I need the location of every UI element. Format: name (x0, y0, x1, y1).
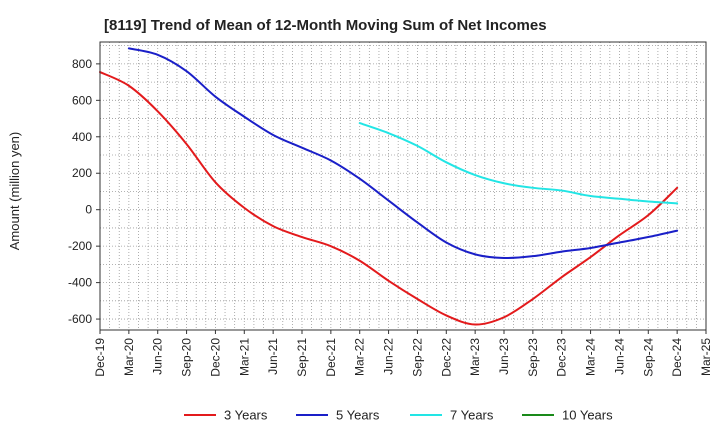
x-tick-label: Dec-22 (439, 338, 453, 377)
series-line-3 (358, 122, 679, 205)
y-tick-label: -600 (68, 312, 92, 326)
x-tick-label: Mar-25 (699, 338, 713, 376)
legend-label: 5 Years (336, 408, 380, 423)
x-tick-label: Dec-23 (555, 338, 569, 377)
y-axis-label: Amount (million yen) (7, 132, 22, 251)
x-tick-label: Mar-20 (122, 338, 136, 376)
x-tick-label: Dec-24 (670, 338, 684, 377)
x-tick-label: Dec-19 (93, 338, 107, 377)
chart-title: [8119] Trend of Mean of 12-Month Moving … (104, 17, 547, 34)
legend-label: 10 Years (562, 408, 613, 423)
y-tick-label: -400 (68, 276, 92, 290)
plot-area-frame (99, 41, 707, 331)
series-line-2 (127, 47, 679, 260)
y-tick-label: 800 (72, 57, 92, 71)
x-tick-label: Sep-23 (526, 338, 540, 377)
x-tick-label: Sep-20 (180, 338, 194, 377)
x-tick-label: Mar-21 (237, 338, 251, 376)
legend-label: 3 Years (224, 408, 268, 423)
legend-label: 7 Years (450, 408, 494, 423)
series-line-1 (99, 71, 679, 326)
y-tick-label: 0 (85, 203, 92, 217)
x-tick-label: Mar-23 (468, 338, 482, 376)
x-tick-label: Mar-24 (584, 338, 598, 376)
grid (100, 42, 706, 330)
x-tick-label: Sep-21 (295, 338, 309, 377)
y-tick-label: 600 (72, 93, 92, 107)
y-tick-label: 400 (72, 130, 92, 144)
x-tick-label: Sep-22 (410, 338, 424, 377)
x-tick-label: Mar-22 (353, 338, 367, 376)
x-tick-label: Jun-22 (382, 338, 396, 375)
x-tick-label: Jun-21 (266, 338, 280, 375)
x-axis-ticks: Dec-19 Mar-20 Jun-20 Sep-20 Dec-20 Mar-21 Jun-… (93, 330, 713, 377)
y-axis-ticks: -600 -400 -200 0 200 400 600 800 (68, 57, 100, 326)
x-tick-label: Jun-20 (151, 338, 165, 375)
series-lines (99, 47, 679, 326)
x-tick-label: Dec-20 (208, 338, 222, 377)
x-tick-label: Sep-24 (641, 338, 655, 377)
x-tick-label: Jun-24 (612, 338, 626, 375)
x-tick-label: Dec-21 (324, 338, 338, 377)
y-tick-label: 200 (72, 166, 92, 180)
y-tick-label: -200 (68, 239, 92, 253)
legend: 3 Years 5 Years 7 Years 10 Years (184, 408, 613, 423)
x-tick-label: Jun-23 (497, 338, 511, 375)
